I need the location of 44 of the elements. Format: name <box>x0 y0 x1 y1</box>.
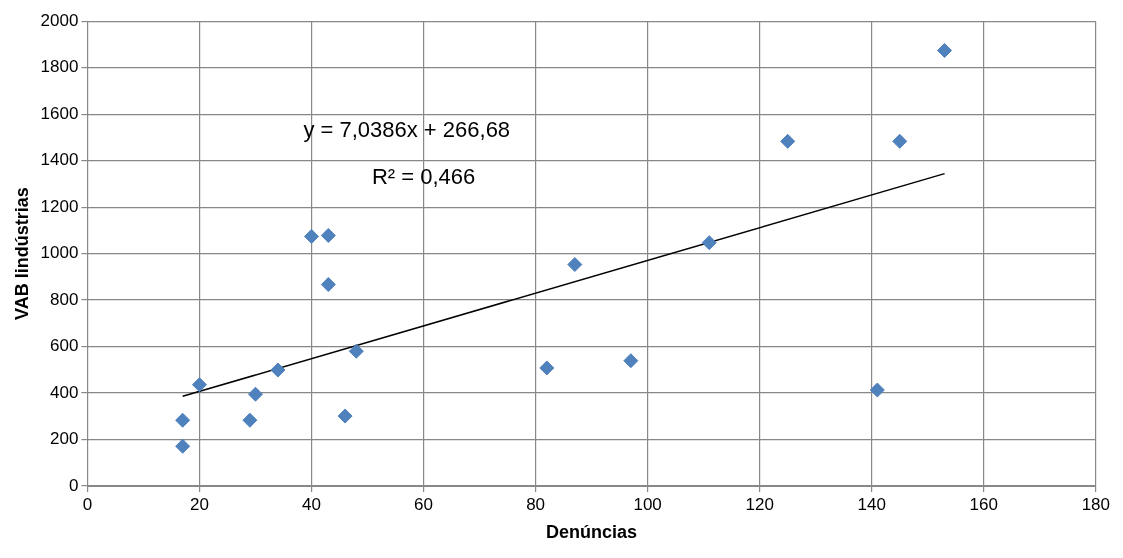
point <box>567 257 583 273</box>
y-tick-label: 1400 <box>40 150 79 170</box>
point <box>701 235 717 251</box>
point <box>191 377 207 393</box>
point <box>175 412 191 428</box>
point <box>337 408 353 424</box>
x-tick-label: 60 <box>414 494 434 514</box>
y-tick-label: 400 <box>50 382 79 402</box>
x-tick-label: 160 <box>969 494 998 514</box>
x-axis-title: Denúncias <box>546 522 638 543</box>
x-tick-label: 140 <box>857 494 886 514</box>
point <box>247 386 263 402</box>
point <box>348 343 364 359</box>
x-tick-label: 180 <box>1081 494 1111 514</box>
x-tick-label: 40 <box>302 494 321 514</box>
point <box>623 353 639 369</box>
y-tick-label: 200 <box>50 429 79 449</box>
point <box>320 277 336 293</box>
y-axis-title: VAB Iindústrias <box>11 187 32 320</box>
point <box>175 438 191 454</box>
point <box>320 227 336 243</box>
y-tick-label: 800 <box>50 289 79 309</box>
x-tick-label: 80 <box>526 494 546 514</box>
point <box>892 133 908 149</box>
point <box>304 228 320 244</box>
annotation: y = 7,0386x + 266,68 <box>303 117 511 143</box>
point <box>270 362 286 378</box>
y-tick-label: 600 <box>50 336 79 356</box>
y-tick-label: 1600 <box>40 103 79 123</box>
x-tick-label: 0 <box>82 494 93 514</box>
x-tick-label: 20 <box>190 494 209 514</box>
y-tick-label: 1200 <box>40 196 79 216</box>
y-tick-label: 1800 <box>40 57 79 77</box>
point <box>869 382 885 398</box>
point <box>242 412 258 428</box>
y-tick-label: 0 <box>68 475 79 495</box>
point <box>937 42 953 58</box>
y-tick-label: 2000 <box>40 10 79 30</box>
x-tick-label: 120 <box>745 494 774 514</box>
point <box>539 360 555 376</box>
x-tick-label: 100 <box>633 494 662 514</box>
point <box>780 133 796 149</box>
annotation: R² = 0,466 <box>371 163 476 189</box>
y-tick-label: 1000 <box>40 243 79 263</box>
